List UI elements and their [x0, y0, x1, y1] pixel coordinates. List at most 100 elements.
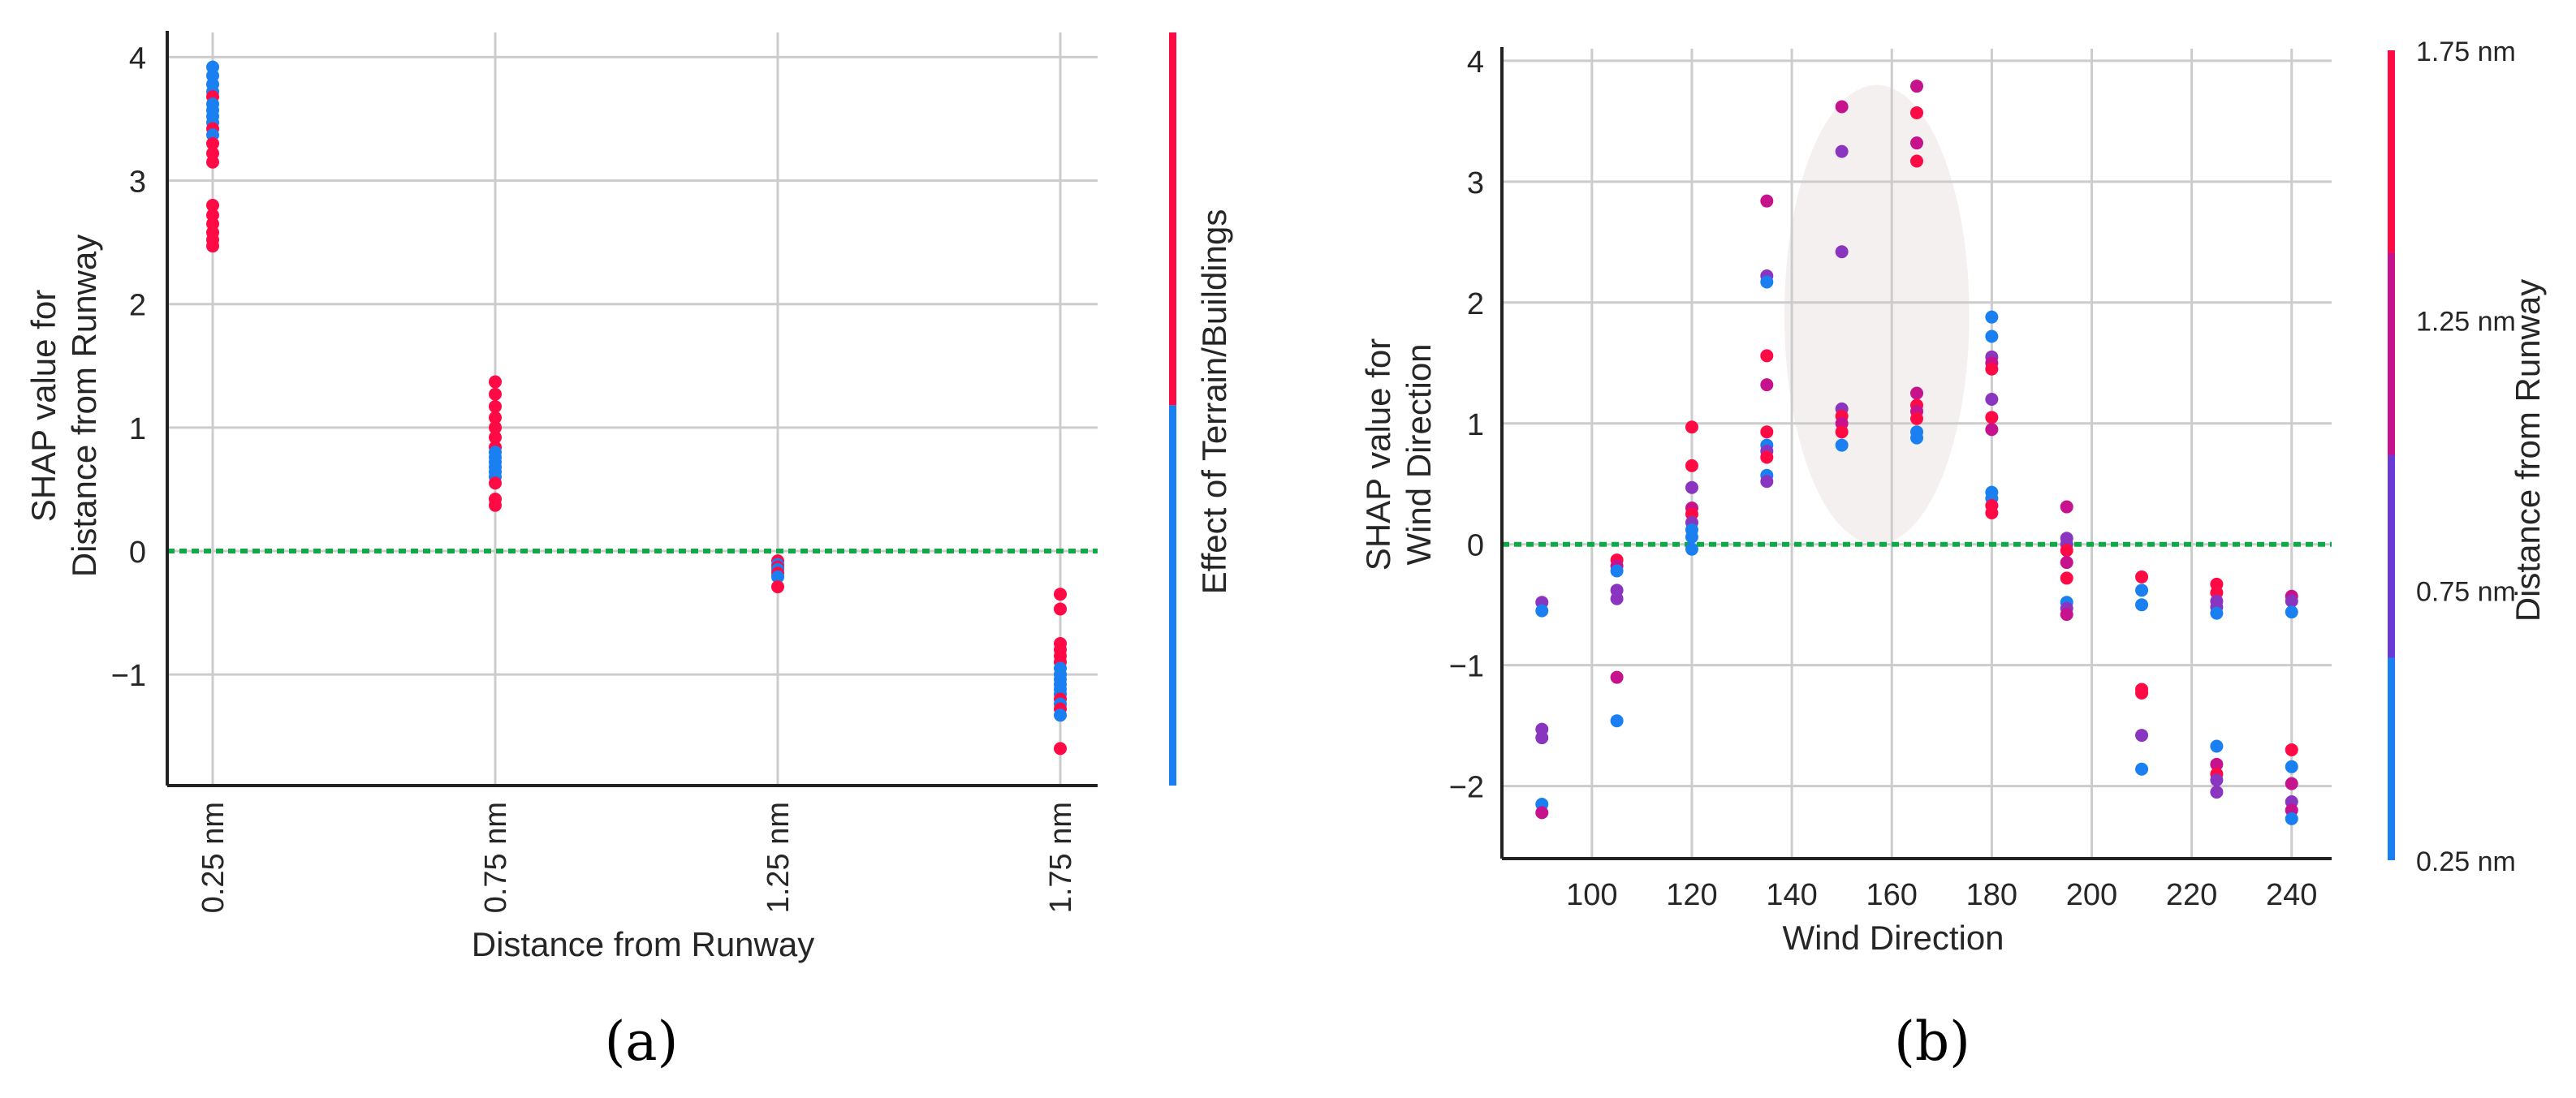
panel-b-colorbar-segment-2 [2388, 252, 2395, 455]
panel-a: −1 0 1 2 3 4 0.25 nm 0.75 nm 1.25 nm 1.75 nm Dis… [24, 31, 1233, 1073]
panel-b-x-tick-label-6: 220 [2166, 878, 2217, 912]
panel-b-y-tick-labels: −2 −1 0 1 2 3 4 [1449, 45, 1484, 805]
panel-a-x-axis-label: Distance from Runway [472, 925, 814, 963]
panel-b: −2 −1 0 1 2 3 4 100 120 140 160 180 200 220 240 Wind … [1359, 37, 2547, 1073]
panel-b-point-22 [1760, 194, 1774, 208]
panel-b-point-15 [1685, 480, 1698, 494]
panel-b-point-73 [2135, 583, 2149, 597]
panel-b-point-72 [2135, 570, 2149, 583]
panel-b-point-57 [1985, 411, 1999, 424]
panel-b-point-40 [1835, 438, 1849, 452]
panel-a-points [206, 60, 1067, 756]
panel-b-point-92 [2285, 743, 2298, 756]
panel-b-point-83 [2210, 606, 2224, 620]
panel-a-y-axis-label-line1: SHAP value for [24, 290, 63, 522]
panel-b-point-66 [2060, 544, 2073, 558]
panel-b-point-94 [2285, 777, 2298, 790]
panel-a-point-58 [1054, 708, 1067, 722]
panel-b-point-3 [1535, 731, 1549, 745]
panel-b-point-90 [2285, 594, 2298, 608]
panel-b-colorbar-tick-label-2: 1.25 nm [2416, 306, 2516, 337]
panel-b-point-87 [2210, 773, 2224, 787]
panel-b-point-33 [1835, 100, 1849, 114]
panel-a-point-41 [771, 570, 784, 583]
panel-a-point-42 [771, 580, 784, 594]
panel-b-y-axis-label-line1: SHAP value for [1359, 338, 1397, 571]
panel-b-y-tick-label-1: −1 [1449, 650, 1484, 684]
panel-b-x-tick-label-1: 120 [1666, 878, 1717, 912]
panel-b-x-tick-labels: 100 120 140 160 180 200 220 240 [1566, 878, 2317, 912]
panel-b-point-34 [1835, 144, 1849, 158]
panel-b-y-axis-label-line2: Wind Direction [1400, 343, 1438, 565]
panel-b-point-97 [2285, 812, 2298, 825]
panel-a-colorbar-label: Effect of Terrain/Buildings [1195, 209, 1233, 595]
panel-b-point-67 [2060, 556, 2073, 570]
panel-b-x-tick-label-0: 100 [1566, 878, 1617, 912]
panel-a-y-tick-label-1: 0 [129, 536, 146, 570]
panel-b-point-30 [1760, 450, 1774, 464]
panel-b-x-tick-label-4: 180 [1966, 878, 2017, 912]
panel-a-point-25 [489, 430, 502, 444]
panel-b-x-tick-label-5: 200 [2066, 878, 2117, 912]
panel-a-x-tick-labels: 0.25 nm 0.75 nm 1.25 nm 1.75 nm [196, 802, 1078, 913]
panel-b-y-tick-label-3: 1 [1467, 408, 1484, 442]
panel-b-y-tick-label-5: 3 [1467, 166, 1484, 200]
panel-a-y-tick-label-4: 3 [129, 166, 146, 200]
panel-b-point-21 [1685, 542, 1698, 556]
panel-b-colorbar-segment-3 [2388, 50, 2395, 253]
panel-b-colorbar-tick-label-3: 1.75 nm [2416, 37, 2516, 67]
panel-b-point-27 [1760, 425, 1774, 439]
panel-b-colorbar-tick-labels: 0.25 nm 0.75 nm 1.25 nm 1.75 nm [2416, 37, 2516, 877]
panel-b-point-68 [2060, 571, 2073, 585]
panel-b-point-74 [2135, 598, 2149, 612]
panel-b-point-44 [1910, 154, 1923, 168]
panel-a-y-axis-label-line2: Distance from Runway [65, 235, 103, 577]
panel-b-colorbar-tick-label-1: 0.75 nm [2416, 577, 2516, 608]
panel-a-point-19 [206, 239, 219, 253]
panel-b-point-88 [2210, 786, 2224, 799]
panel-b-point-13 [1685, 420, 1698, 434]
panel-a-point-22 [489, 399, 502, 413]
panel-b-x-tick-label-2: 140 [1766, 878, 1817, 912]
panel-b-point-10 [1610, 592, 1624, 605]
panel-a-x-tick-label-0: 0.25 nm [196, 802, 231, 913]
panel-b-y-tick-label-2: 0 [1467, 529, 1484, 563]
panel-b-point-1 [1535, 604, 1549, 618]
panel-b-point-77 [2135, 729, 2149, 743]
panel-a-caption: (a) [605, 1010, 679, 1073]
panel-a-point-43 [1054, 588, 1067, 601]
panel-a-point-33 [489, 476, 502, 490]
panel-b-x-tick-label-7: 240 [2266, 878, 2317, 912]
panel-b-colorbar-segment-0 [2388, 657, 2395, 860]
panel-b-point-25 [1760, 349, 1774, 363]
panel-a-colorbar [1169, 32, 1176, 786]
panel-b-point-26 [1760, 378, 1774, 392]
panel-a-y-tick-label-0: −1 [111, 659, 146, 693]
panel-b-point-39 [1835, 425, 1849, 439]
panel-b-points [1535, 80, 2298, 825]
panel-b-point-41 [1910, 80, 1923, 93]
panel-b-point-51 [1985, 310, 1999, 324]
panel-a-point-24 [489, 420, 502, 434]
panel-a-colorbar-segment-high [1169, 32, 1176, 406]
panel-a-colorbar-segment-low [1169, 405, 1176, 786]
panel-a-x-tick-label-1: 0.75 nm [479, 802, 513, 913]
panel-a-axes [166, 31, 1098, 787]
panel-a-y-tick-label-2: 1 [129, 412, 146, 446]
panel-b-y-tick-label-4: 2 [1467, 287, 1484, 321]
panel-b-point-8 [1610, 564, 1624, 578]
panel-b-point-63 [2060, 500, 2073, 514]
panel-b-point-12 [1610, 714, 1624, 728]
panel-b-y-tick-label-6: 4 [1467, 45, 1484, 80]
panel-b-point-35 [1835, 245, 1849, 259]
panel-b-point-85 [2210, 757, 2224, 771]
panel-b-point-84 [2210, 739, 2224, 753]
panel-b-point-71 [2060, 608, 2073, 622]
panel-b-colorbar-segment-1 [2388, 455, 2395, 658]
panel-b-point-56 [1985, 392, 1999, 406]
panel-b-colorbar [2388, 50, 2395, 860]
panel-b-highlight-circle [1784, 84, 1970, 545]
panel-b-point-78 [2135, 762, 2149, 776]
panel-b-point-50 [1910, 431, 1923, 445]
